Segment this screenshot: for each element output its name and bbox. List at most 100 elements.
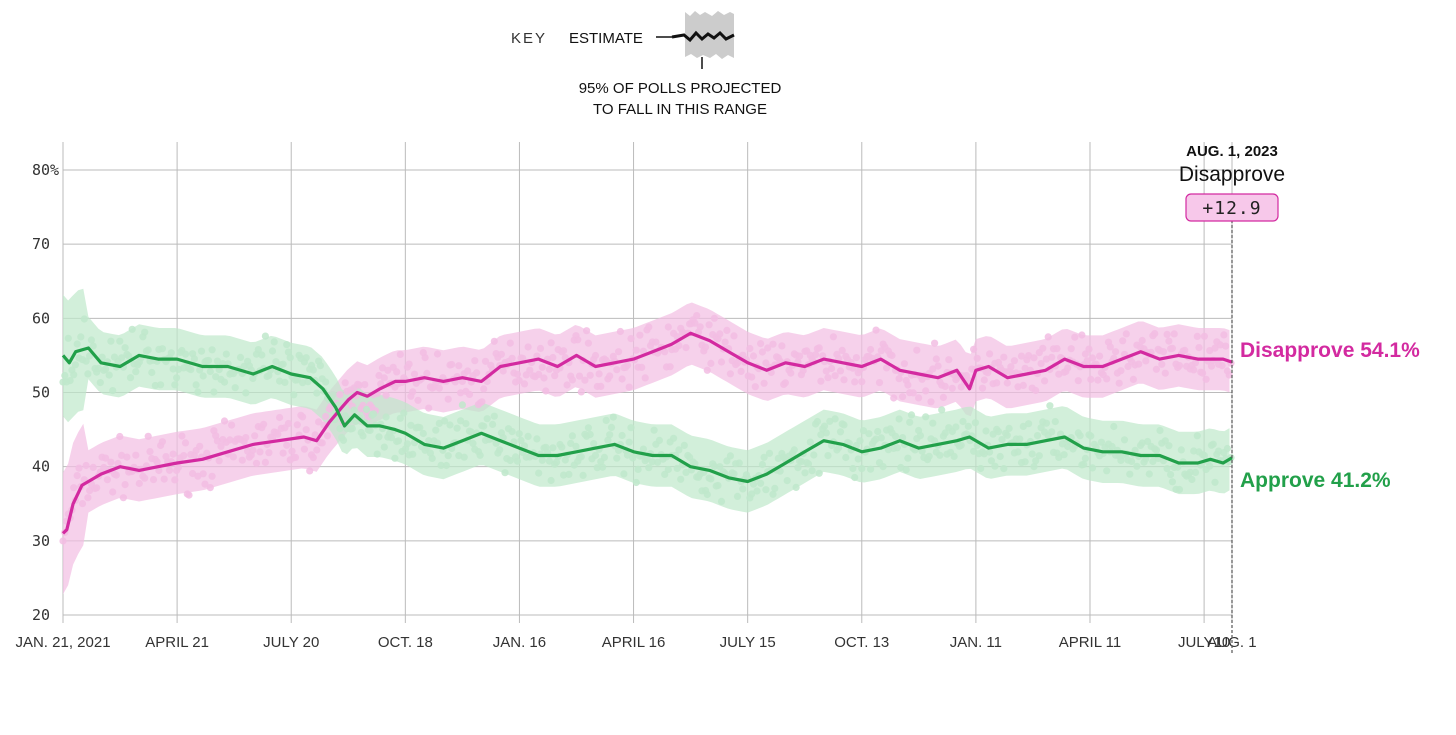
approve-poll-dot: [1003, 431, 1011, 439]
approve-poll-dot: [673, 464, 681, 472]
approve-poll-dot: [533, 435, 541, 443]
approve-poll-dot: [753, 487, 761, 495]
disapprove-poll-dot: [957, 383, 965, 391]
approve-poll-dot: [929, 419, 937, 427]
approve-poll-dot: [703, 490, 711, 499]
approve-poll-dot: [304, 378, 312, 386]
approve-poll-dot: [859, 427, 868, 435]
disapprove-poll-dot: [927, 398, 935, 406]
approve-poll-dot: [1042, 419, 1050, 427]
disapprove-poll-dot: [746, 344, 754, 353]
disapprove-poll-dot: [300, 445, 308, 453]
disapprove-poll-dot: [638, 363, 646, 371]
approve-poll-dot: [322, 378, 330, 386]
disapprove-poll-dot: [1106, 343, 1114, 351]
disapprove-poll-dot: [189, 469, 197, 478]
disapprove-poll-dot: [1138, 336, 1146, 345]
disapprove-poll-dot: [1152, 365, 1160, 373]
approve-poll-dot: [1175, 485, 1184, 494]
approve-poll-dot: [1051, 418, 1059, 426]
disapprove-poll-dot: [455, 362, 463, 370]
approve-poll-dot: [615, 446, 623, 454]
approve-poll-dot: [1223, 444, 1231, 453]
approve-poll-dot: [141, 328, 149, 336]
approve-poll-dot: [535, 469, 543, 477]
disapprove-poll-dot: [852, 354, 861, 362]
approve-poll-dot: [309, 366, 317, 374]
approve-poll-dot: [806, 438, 814, 446]
approve-poll-dot: [808, 467, 816, 475]
approve-poll-dot: [89, 342, 97, 350]
disapprove-poll-dot: [1074, 377, 1082, 385]
approve-poll-dot: [762, 486, 770, 494]
key-range-text-1: 95% OF POLLS PROJECTED: [579, 80, 782, 97]
approve-poll-dot: [359, 432, 367, 440]
estimate-lines: [61, 331, 1233, 535]
approve-poll-dot: [625, 438, 633, 446]
approve-poll-dot: [820, 422, 829, 430]
approve-poll-dot: [380, 443, 388, 451]
approve-poll-dot: [677, 475, 685, 483]
approve-poll-dot: [591, 451, 600, 459]
approve-poll-dot: [783, 477, 791, 485]
approve-poll-dot: [822, 429, 830, 437]
disapprove-poll-dot: [59, 537, 67, 545]
disapprove-poll-dot: [890, 394, 898, 402]
disapprove-poll-dot: [899, 393, 907, 401]
approve-poll-dot: [813, 417, 822, 426]
disapprove-poll-dot: [146, 448, 154, 456]
approve-poll-dot: [501, 469, 509, 477]
disapprove-poll-dot: [828, 364, 836, 373]
approve-poll-dot: [196, 366, 204, 374]
approve-poll-dot: [590, 440, 598, 448]
disapprove-poll-dot: [1003, 379, 1011, 387]
approve-poll-dot: [480, 422, 488, 430]
approve-poll-dot: [394, 437, 403, 445]
disapprove-poll-dot: [519, 354, 527, 362]
disapprove-poll-dot: [717, 358, 726, 366]
x-tick-label: JULY 20: [263, 634, 319, 651]
disapprove-poll-dot: [721, 338, 729, 346]
approve-poll-dot: [840, 421, 848, 429]
disapprove-poll-dot: [252, 459, 261, 467]
disapprove-poll-dot: [1088, 354, 1097, 362]
disapprove-poll-dot: [116, 432, 124, 441]
approve-poll-dot: [1076, 432, 1084, 440]
approve-poll-dot: [524, 432, 532, 440]
approve-poll-dot: [691, 460, 699, 468]
disapprove-poll-dot: [749, 352, 758, 360]
disapprove-poll-dot: [249, 446, 257, 454]
approve-poll-dot: [1209, 440, 1217, 448]
approve-poll-dot: [936, 451, 944, 459]
disapprove-poll-dot: [1048, 353, 1056, 361]
disapprove-poll-dot: [1083, 357, 1091, 365]
disapprove-poll-dot: [909, 389, 917, 397]
approve-poll-dot: [366, 426, 374, 435]
disapprove-poll-dot: [513, 370, 522, 378]
disapprove-poll-dot: [945, 356, 953, 364]
approve-poll-dot: [726, 452, 735, 460]
approve-poll-dot: [1177, 446, 1185, 454]
disapprove-poll-dot: [560, 347, 568, 355]
disapprove-poll-dot: [181, 439, 190, 447]
approve-poll-dot: [1080, 460, 1088, 468]
disapprove-poll-dot: [109, 488, 117, 496]
approve-poll-dot: [66, 377, 74, 385]
disapprove-poll-dot: [480, 385, 488, 393]
disapprove-poll-dot: [549, 353, 557, 362]
approve-poll-dot: [545, 457, 554, 465]
approve-poll-dot: [902, 466, 910, 474]
disapprove-poll-dot: [812, 351, 820, 359]
approve-poll-dot: [643, 455, 651, 463]
approve-poll-dot: [680, 441, 688, 449]
disapprove-poll-dot: [710, 314, 719, 322]
disapprove-poll-dot: [405, 360, 413, 368]
disapprove-poll-dot: [934, 362, 942, 370]
approve-poll-dot: [1126, 470, 1134, 478]
approve-poll-dot: [865, 430, 873, 438]
disapprove-poll-dot: [1078, 331, 1086, 339]
approve-poll-dot: [151, 381, 159, 390]
approve-poll-dot: [1128, 457, 1136, 465]
approve-poll-dot: [86, 352, 94, 360]
disapprove-poll-dot: [425, 404, 433, 412]
